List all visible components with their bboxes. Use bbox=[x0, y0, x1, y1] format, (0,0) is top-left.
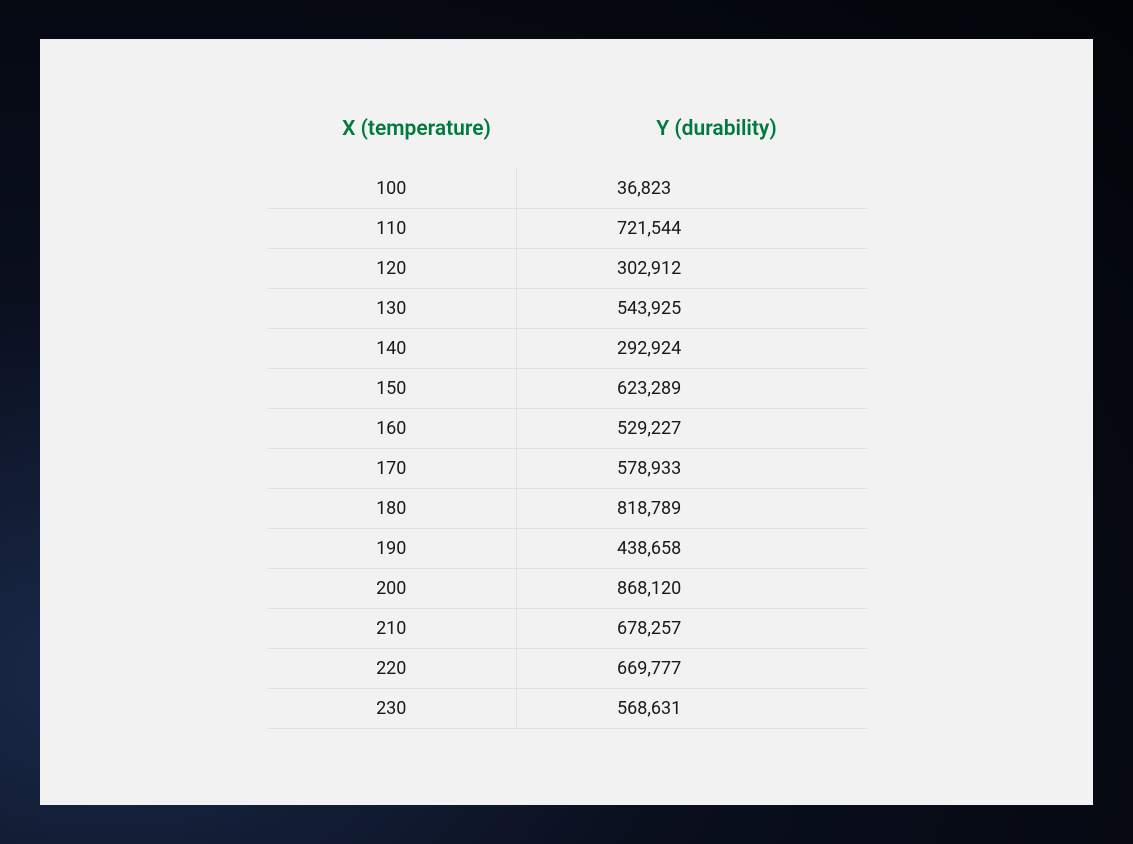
table-row: 230568,631 bbox=[267, 689, 867, 729]
cell-y: 678,257 bbox=[517, 618, 867, 639]
cell-y: 669,777 bbox=[517, 658, 867, 679]
table-row: 120302,912 bbox=[267, 249, 867, 289]
table-row: 180818,789 bbox=[267, 489, 867, 529]
table-row: 160529,227 bbox=[267, 409, 867, 449]
cell-y: 868,120 bbox=[517, 578, 867, 599]
cell-y: 292,924 bbox=[517, 338, 867, 359]
cell-x: 110 bbox=[267, 209, 518, 248]
cell-y: 818,789 bbox=[517, 498, 867, 519]
table-row: 170578,933 bbox=[267, 449, 867, 489]
table-row: 200868,120 bbox=[267, 569, 867, 609]
cell-x: 200 bbox=[267, 569, 518, 608]
table-row: 10036,823 bbox=[267, 169, 867, 209]
cell-y: 302,912 bbox=[517, 258, 867, 279]
cell-x: 170 bbox=[267, 449, 518, 488]
table-row: 110721,544 bbox=[267, 209, 867, 249]
content-card: X (temperature) Y (durability) 10036,823… bbox=[40, 39, 1093, 805]
cell-y: 543,925 bbox=[517, 298, 867, 319]
table-row: 150623,289 bbox=[267, 369, 867, 409]
cell-x: 180 bbox=[267, 489, 518, 528]
cell-x: 160 bbox=[267, 409, 518, 448]
cell-x: 230 bbox=[267, 689, 518, 728]
cell-y: 568,631 bbox=[517, 698, 867, 719]
table-row: 130543,925 bbox=[267, 289, 867, 329]
cell-y: 36,823 bbox=[517, 178, 867, 199]
table-row: 140292,924 bbox=[267, 329, 867, 369]
table-row: 190438,658 bbox=[267, 529, 867, 569]
table-body: 10036,823110721,544120302,912130543,9251… bbox=[267, 169, 867, 729]
cell-x: 220 bbox=[267, 649, 518, 688]
cell-x: 190 bbox=[267, 529, 518, 568]
cell-x: 100 bbox=[267, 169, 518, 208]
cell-x: 130 bbox=[267, 289, 518, 328]
cell-y: 529,227 bbox=[517, 418, 867, 439]
table-row: 210678,257 bbox=[267, 609, 867, 649]
table-header-row: X (temperature) Y (durability) bbox=[267, 117, 867, 141]
cell-x: 210 bbox=[267, 609, 518, 648]
cell-y: 438,658 bbox=[517, 538, 867, 559]
cell-x: 150 bbox=[267, 369, 518, 408]
column-header-x: X (temperature) bbox=[267, 117, 567, 141]
cell-x: 120 bbox=[267, 249, 518, 288]
cell-y: 721,544 bbox=[517, 218, 867, 239]
data-table: X (temperature) Y (durability) 10036,823… bbox=[267, 117, 867, 729]
cell-y: 578,933 bbox=[517, 458, 867, 479]
cell-y: 623,289 bbox=[517, 378, 867, 399]
cell-x: 140 bbox=[267, 329, 518, 368]
column-header-y: Y (durability) bbox=[567, 117, 867, 141]
table-row: 220669,777 bbox=[267, 649, 867, 689]
